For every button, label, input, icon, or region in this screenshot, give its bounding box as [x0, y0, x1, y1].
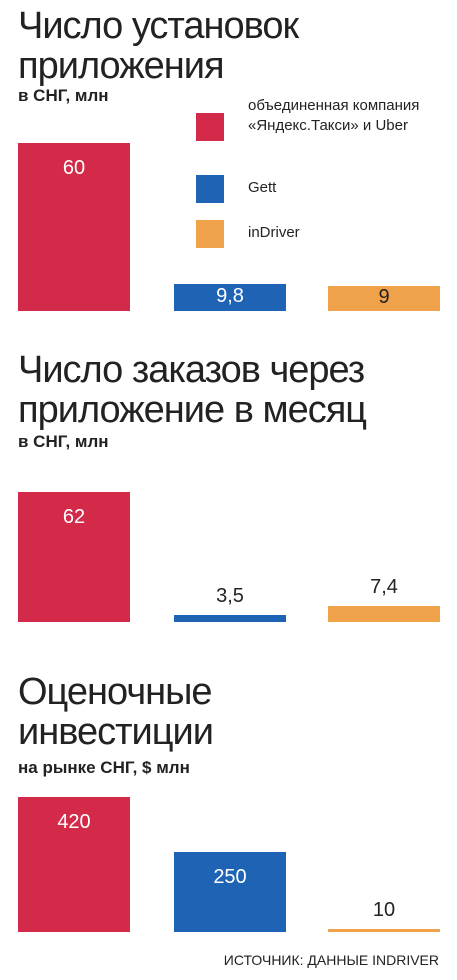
bar [328, 285, 440, 311]
bar [174, 614, 286, 622]
legend-label: объединенная компания «Яндекс.Такси» и U… [248, 97, 420, 134]
legend-swatch [196, 113, 224, 141]
legend-swatch [196, 220, 224, 248]
bar [328, 606, 440, 622]
value-label: 9 [378, 286, 390, 309]
bar [18, 143, 130, 311]
legend-label: inDriver [248, 224, 300, 241]
value-label: 3,5 [216, 584, 244, 607]
bar [18, 492, 130, 622]
bar [174, 283, 286, 311]
value-label: 7,4 [370, 576, 398, 599]
value-label: 62 [62, 506, 86, 528]
legend-label: Gett [248, 179, 277, 196]
value-label: 9,8 [216, 285, 244, 308]
bar [18, 797, 130, 932]
legend-swatch [196, 175, 224, 203]
chart-title: Число установок приложения [18, 5, 299, 87]
bar [328, 928, 440, 932]
chart-subtitle: в СНГ, млн [18, 86, 109, 105]
chart-title: Оценочные инвестиции [18, 671, 214, 753]
chart-subtitle: в СНГ, млн [18, 432, 109, 451]
value-label: 60 [62, 157, 86, 179]
value-label: 10 [372, 898, 396, 921]
bar [174, 851, 286, 932]
value-label: 250 [213, 865, 247, 888]
source: ИСТОЧНИК: ДАННЫЕ INDRIVER [223, 952, 439, 968]
value-label: 420 [57, 811, 91, 833]
chart-subtitle: на рынке СНГ, $ млн [18, 758, 190, 777]
chart-title: Число заказов через приложение в месяц [18, 349, 367, 431]
